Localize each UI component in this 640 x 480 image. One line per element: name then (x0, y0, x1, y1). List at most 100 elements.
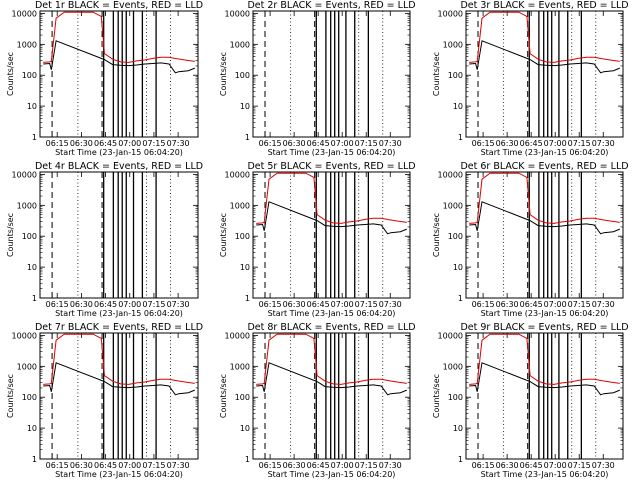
x-tick-label: 07:30 (379, 461, 402, 470)
legend-note: BLACK = Events, RED = LLD (65, 322, 203, 333)
x-axis-label: Start Time (23-Jan-15 06:04:20) (55, 309, 183, 318)
subplot-det-9: Det 9r BLACK = Events, RED = LLD 1 10 100 10… (432, 322, 629, 479)
y-tick-label: 1000 (443, 362, 463, 371)
y-tick-label: 1 (458, 455, 463, 464)
plot-area (256, 333, 407, 459)
x-axis-label: Start Time (23-Jan-15 06:04:20) (55, 470, 183, 479)
y-tick-label: 100 (22, 71, 37, 80)
plot-area (469, 172, 620, 298)
plot-area (43, 333, 195, 459)
detector-label: Det 3r (460, 0, 490, 11)
x-tick-label: 07:30 (592, 139, 615, 148)
y-axis-label: Counts/sec (432, 374, 441, 418)
legend-note: BLACK = Events, RED = LLD (490, 161, 628, 172)
plot-area (43, 11, 195, 137)
detector-label: Det 2r (247, 0, 277, 11)
x-tick-label: 06:45 (307, 300, 330, 309)
events-series-line (256, 201, 407, 235)
subplot-title: Det 4r BLACK = Events, RED = LLD (35, 161, 203, 172)
x-axis-label: Start Time (23-Jan-15 06:04:20) (55, 148, 183, 157)
legend-note: BLACK = Events, RED = LLD (490, 0, 628, 11)
subplot-det-4: Det 4r BLACK = Events, RED = LLD 1 10 100 10… (6, 161, 203, 318)
subplot-det-8: Det 8r BLACK = Events, RED = LLD 1 10 100 10… (219, 322, 416, 479)
x-axis-label: Start Time (23-Jan-15 06:04:20) (481, 148, 609, 157)
y-tick-label: 1000 (230, 40, 250, 49)
y-tick-label: 10 (27, 263, 37, 272)
x-tick-label: 06:45 (520, 139, 543, 148)
y-tick-label: 10 (453, 102, 463, 111)
events-series-line (256, 362, 407, 396)
detector-label: Det 7r (35, 322, 65, 333)
plot-frame (465, 171, 624, 299)
legend-note: BLACK = Events, RED = LLD (65, 161, 203, 172)
x-tick-label: 06:45 (94, 139, 117, 148)
plot-area (469, 11, 620, 137)
legend-note: BLACK = Events, RED = LLD (277, 161, 415, 172)
lld-series-line (256, 333, 407, 385)
y-tick-label: 10000 (225, 331, 250, 340)
x-tick-label: 06:30 (283, 139, 306, 148)
subplot-det-3: Det 3r BLACK = Events, RED = LLD 1 10 100 10… (432, 0, 629, 157)
subplot-det-1: Det 1r BLACK = Events, RED = LLD 1 10 100 10… (6, 0, 203, 157)
subplot-det-5: Det 5r BLACK = Events, RED = LLD 1 10 100 10… (219, 161, 416, 318)
x-tick-label: 06:15 (259, 139, 282, 148)
subplot-det-7: Det 7r BLACK = Events, RED = LLD 1 10 100 10… (6, 322, 203, 479)
y-tick-label: 1 (32, 294, 37, 303)
detector-label: Det 8r (247, 322, 277, 333)
y-tick-label: 1 (245, 133, 250, 142)
detector-label: Det 1r (35, 0, 65, 11)
x-axis-label: Start Time (23-Jan-15 06:04:20) (268, 148, 396, 157)
x-tick-label: 06:30 (70, 461, 93, 470)
x-tick-label: 07:00 (118, 461, 141, 470)
y-tick-label: 10000 (12, 9, 37, 18)
x-tick-label: 06:15 (259, 461, 282, 470)
y-tick-label: 1 (458, 133, 463, 142)
detector-label: Det 4r (35, 161, 65, 172)
y-tick-label: 10000 (12, 170, 37, 179)
plot-frame (39, 171, 199, 299)
lld-series-line (43, 333, 195, 385)
x-tick-label: 07:30 (167, 461, 190, 470)
subplot-title: Det 6r BLACK = Events, RED = LLD (460, 161, 628, 172)
subplot-title: Det 2r BLACK = Events, RED = LLD (247, 0, 415, 11)
x-tick-label: 06:30 (496, 139, 519, 148)
x-tick-label: 06:45 (307, 461, 330, 470)
x-axis-label: Start Time (23-Jan-15 06:04:20) (481, 309, 609, 318)
x-tick-label: 06:30 (496, 461, 519, 470)
x-axis-label: Start Time (23-Jan-15 06:04:20) (268, 309, 396, 318)
y-tick-label: 100 (448, 71, 463, 80)
x-tick-label: 07:30 (379, 139, 402, 148)
x-tick-label: 06:30 (283, 461, 306, 470)
x-tick-label: 06:30 (70, 139, 93, 148)
y-tick-label: 1000 (230, 201, 250, 210)
detector-label: Det 5r (247, 161, 277, 172)
y-tick-label: 10000 (12, 331, 37, 340)
x-tick-label: 06:45 (520, 461, 543, 470)
events-series-line (43, 40, 195, 74)
lld-series-line (469, 172, 620, 224)
y-tick-label: 10 (240, 424, 250, 433)
plot-frame (465, 332, 624, 460)
y-tick-label: 10000 (438, 9, 463, 18)
detector-label: Det 6r (460, 161, 490, 172)
subplot-title: Det 8r BLACK = Events, RED = LLD (247, 322, 415, 333)
y-tick-label: 100 (235, 232, 250, 241)
x-tick-label: 07:00 (544, 300, 567, 309)
y-tick-label: 10000 (438, 170, 463, 179)
x-tick-label: 07:30 (379, 300, 402, 309)
x-tick-label: 06:15 (472, 461, 495, 470)
x-tick-label: 06:15 (259, 300, 282, 309)
plot-frame (39, 10, 199, 138)
x-tick-label: 07:15 (355, 139, 378, 148)
y-tick-label: 1 (245, 294, 250, 303)
x-tick-label: 07:15 (355, 461, 378, 470)
x-tick-label: 07:15 (568, 461, 591, 470)
y-axis-label: Counts/sec (219, 52, 228, 96)
plot-frame (39, 332, 199, 460)
x-tick-label: 06:15 (46, 300, 69, 309)
y-tick-label: 100 (22, 232, 37, 241)
y-axis-label: Counts/sec (6, 52, 15, 96)
legend-note: BLACK = Events, RED = LLD (65, 0, 203, 11)
plot-frame (252, 332, 411, 460)
